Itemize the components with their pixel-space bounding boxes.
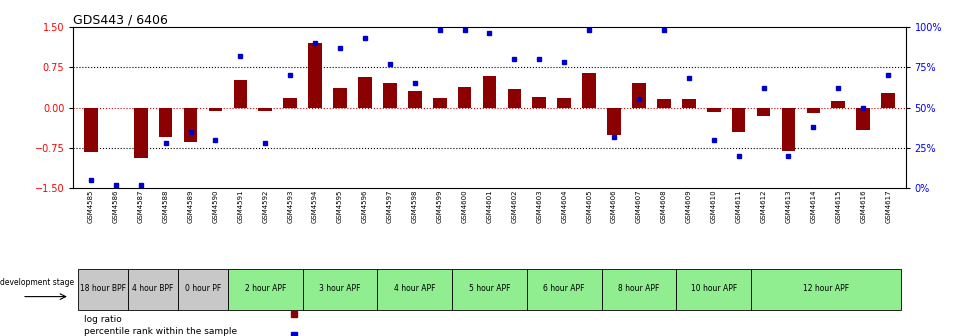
Text: GSM4607: GSM4607 [636, 190, 642, 223]
Text: GSM4606: GSM4606 [610, 190, 616, 223]
Bar [382, 83, 396, 108]
Bar [676, 269, 750, 310]
Bar [78, 269, 128, 310]
Text: GSM4591: GSM4591 [237, 190, 244, 223]
Bar [178, 269, 228, 310]
Text: GSM4605: GSM4605 [586, 190, 592, 223]
Text: GSM4601: GSM4601 [486, 190, 492, 223]
Bar [228, 269, 302, 310]
Text: percentile rank within the sample: percentile rank within the sample [84, 327, 238, 336]
Bar [452, 269, 526, 310]
Text: 6 hour APF: 6 hour APF [543, 284, 585, 293]
Bar [308, 43, 322, 108]
Text: GSM4615: GSM4615 [834, 190, 840, 223]
Bar [208, 108, 222, 111]
Text: GSM4596: GSM4596 [362, 190, 368, 223]
Bar [556, 98, 570, 108]
Text: GSM4603: GSM4603 [536, 190, 542, 223]
Text: GSM4616: GSM4616 [860, 190, 866, 223]
Text: GSM4594: GSM4594 [312, 190, 318, 223]
Text: GSM4617: GSM4617 [884, 190, 890, 223]
Bar [333, 88, 346, 108]
Text: 18 hour BPF: 18 hour BPF [80, 284, 126, 293]
Bar [582, 73, 596, 108]
Text: GSM4589: GSM4589 [188, 190, 194, 223]
Text: GSM4614: GSM4614 [810, 190, 816, 223]
Bar [158, 108, 172, 137]
Text: GSM4586: GSM4586 [112, 190, 118, 223]
Text: GSM4608: GSM4608 [660, 190, 666, 223]
Text: 0 hour PF: 0 hour PF [185, 284, 221, 293]
Text: GSM4598: GSM4598 [412, 190, 418, 223]
Text: 2 hour APF: 2 hour APF [244, 284, 286, 293]
Bar [756, 108, 770, 116]
Text: GSM4597: GSM4597 [386, 190, 392, 223]
Text: GSM4611: GSM4611 [734, 190, 741, 223]
Text: 8 hour APF: 8 hour APF [618, 284, 659, 293]
Text: 4 hour BPF: 4 hour BPF [132, 284, 174, 293]
Bar [258, 108, 272, 111]
Bar [358, 77, 372, 108]
Text: GSM4590: GSM4590 [212, 190, 218, 223]
Bar [780, 108, 794, 151]
Bar [656, 99, 670, 108]
Bar [234, 80, 247, 108]
Bar [806, 108, 820, 113]
Text: 10 hour APF: 10 hour APF [689, 284, 736, 293]
Text: GSM4585: GSM4585 [88, 190, 94, 223]
Text: GSM4613: GSM4613 [784, 190, 790, 223]
Bar [128, 269, 178, 310]
Bar [632, 83, 645, 108]
Bar [731, 108, 744, 132]
Text: GSM4587: GSM4587 [138, 190, 144, 223]
Text: GSM4593: GSM4593 [287, 190, 292, 223]
Bar [458, 87, 471, 108]
Bar [526, 269, 601, 310]
Text: GDS443 / 6406: GDS443 / 6406 [73, 14, 168, 27]
Text: 5 hour APF: 5 hour APF [468, 284, 510, 293]
Bar [682, 99, 695, 108]
Bar [532, 97, 546, 108]
Bar [880, 93, 894, 108]
Text: 12 hour APF: 12 hour APF [802, 284, 848, 293]
Text: GSM4610: GSM4610 [710, 190, 716, 223]
Bar [507, 89, 520, 108]
Bar [184, 108, 198, 142]
Bar [856, 108, 869, 130]
Text: 4 hour APF: 4 hour APF [393, 284, 435, 293]
Bar [432, 98, 446, 108]
Text: log ratio: log ratio [84, 315, 122, 324]
Bar [283, 98, 296, 108]
Bar [134, 108, 148, 158]
Text: GSM4604: GSM4604 [560, 190, 566, 223]
Text: GSM4612: GSM4612 [760, 190, 766, 223]
Text: 3 hour APF: 3 hour APF [319, 284, 361, 293]
Text: GSM4599: GSM4599 [436, 190, 442, 223]
Bar [377, 269, 452, 310]
Bar [606, 108, 620, 135]
Text: GSM4595: GSM4595 [336, 190, 342, 223]
Text: development stage: development stage [0, 279, 74, 288]
Text: GSM4600: GSM4600 [461, 190, 467, 223]
Text: GSM4588: GSM4588 [162, 190, 168, 223]
Bar [750, 269, 900, 310]
Bar [408, 91, 422, 108]
Bar [706, 108, 720, 112]
Text: GSM4592: GSM4592 [262, 190, 268, 223]
Bar [84, 108, 98, 152]
Bar [482, 76, 496, 108]
Bar [830, 101, 844, 108]
Text: GSM4602: GSM4602 [511, 190, 517, 223]
Bar [302, 269, 377, 310]
Bar [601, 269, 676, 310]
Text: GSM4609: GSM4609 [686, 190, 691, 223]
